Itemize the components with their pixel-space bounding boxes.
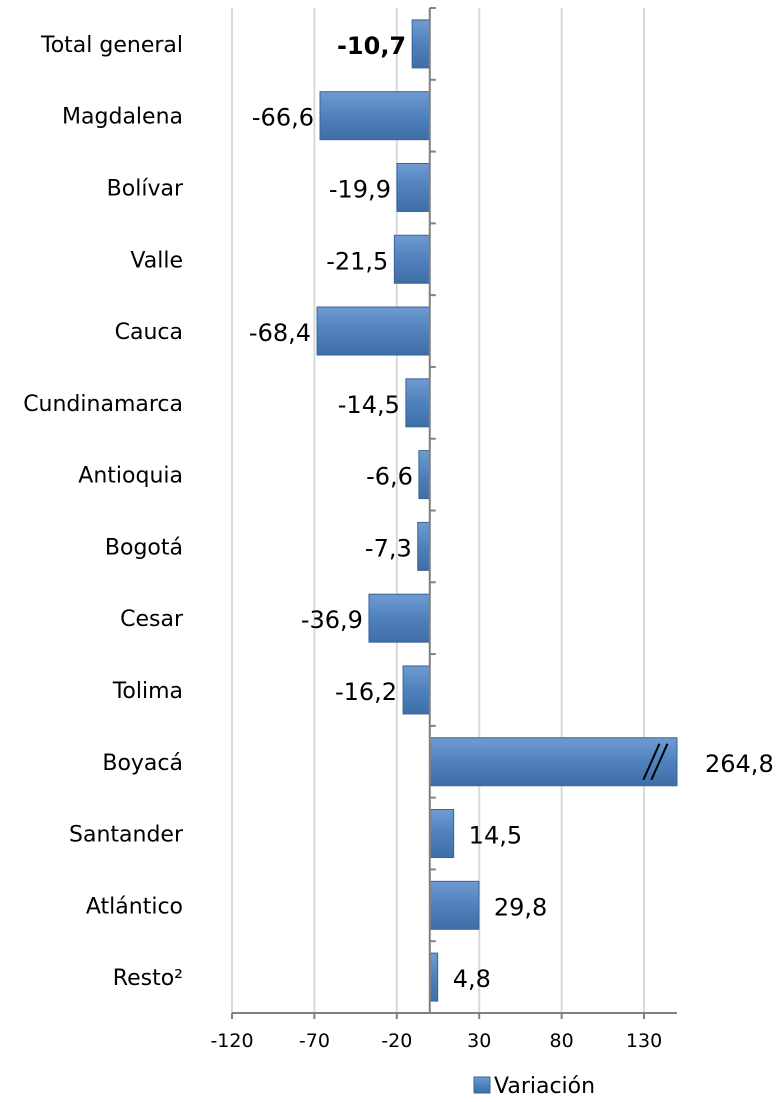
category-label: Cundinamarca — [23, 392, 183, 417]
data-label: -6,6 — [366, 463, 413, 491]
category-label: Cauca — [115, 320, 183, 345]
category-label: Atlántico — [86, 894, 183, 919]
legend-swatch — [473, 1076, 491, 1094]
data-label: -14,5 — [338, 391, 400, 419]
bar — [368, 593, 431, 643]
bar — [429, 737, 678, 787]
data-label: -10,7 — [337, 32, 406, 60]
x-tick-label: -120 — [210, 1030, 253, 1052]
x-tick-label: 30 — [467, 1030, 491, 1052]
bar — [393, 234, 431, 284]
bar — [418, 450, 431, 500]
gridlines — [231, 8, 646, 1013]
data-label: 14,5 — [469, 822, 522, 850]
bar — [405, 378, 431, 428]
category-label: Valle — [130, 248, 183, 273]
bar — [402, 665, 431, 715]
labels: Total general -10,7 Magdalena -66,6 Bolívar -… — [23, 32, 774, 993]
bar — [396, 162, 431, 212]
category-label: Resto² — [113, 966, 183, 991]
category-label: Magdalena — [62, 105, 183, 130]
axis-break-mark — [642, 743, 661, 781]
data-label: -19,9 — [329, 175, 391, 203]
category-label: Total general — [40, 33, 183, 58]
data-label: -68,4 — [249, 319, 311, 347]
bar — [316, 306, 431, 356]
category-label: Tolima — [112, 679, 183, 704]
axes: -120 -70 -20 30 80 130 — [210, 7, 677, 1052]
data-label: 264,8 — [705, 750, 774, 778]
data-label: -21,5 — [326, 247, 388, 275]
x-tick-label: 130 — [626, 1030, 662, 1052]
legend: Variación — [473, 1074, 595, 1099]
bar — [319, 91, 431, 141]
data-label: -36,9 — [301, 606, 363, 634]
legend-label: Variación — [494, 1074, 595, 1098]
category-label: Bolívar — [107, 176, 184, 201]
data-label: 4,8 — [453, 965, 491, 993]
x-tick-label: 80 — [550, 1030, 574, 1052]
axis-break-mark — [650, 743, 669, 781]
category-label: Boyacá — [102, 751, 183, 776]
x-tick-label: -70 — [299, 1030, 330, 1052]
bars — [316, 19, 678, 1002]
data-label: -16,2 — [335, 678, 397, 706]
bar — [417, 521, 431, 571]
category-label: Cesar — [120, 607, 184, 632]
bar — [429, 952, 439, 1002]
category-label: Antioquia — [78, 464, 183, 489]
bar — [411, 19, 431, 69]
data-label: -7,3 — [365, 534, 412, 562]
data-label: 29,8 — [494, 893, 547, 921]
x-tick-label: -20 — [381, 1030, 412, 1052]
bar — [429, 880, 480, 930]
category-label: Bogotá — [105, 535, 183, 560]
bar — [429, 809, 455, 859]
data-label: -66,6 — [252, 104, 314, 132]
category-label: Santander — [69, 823, 184, 848]
